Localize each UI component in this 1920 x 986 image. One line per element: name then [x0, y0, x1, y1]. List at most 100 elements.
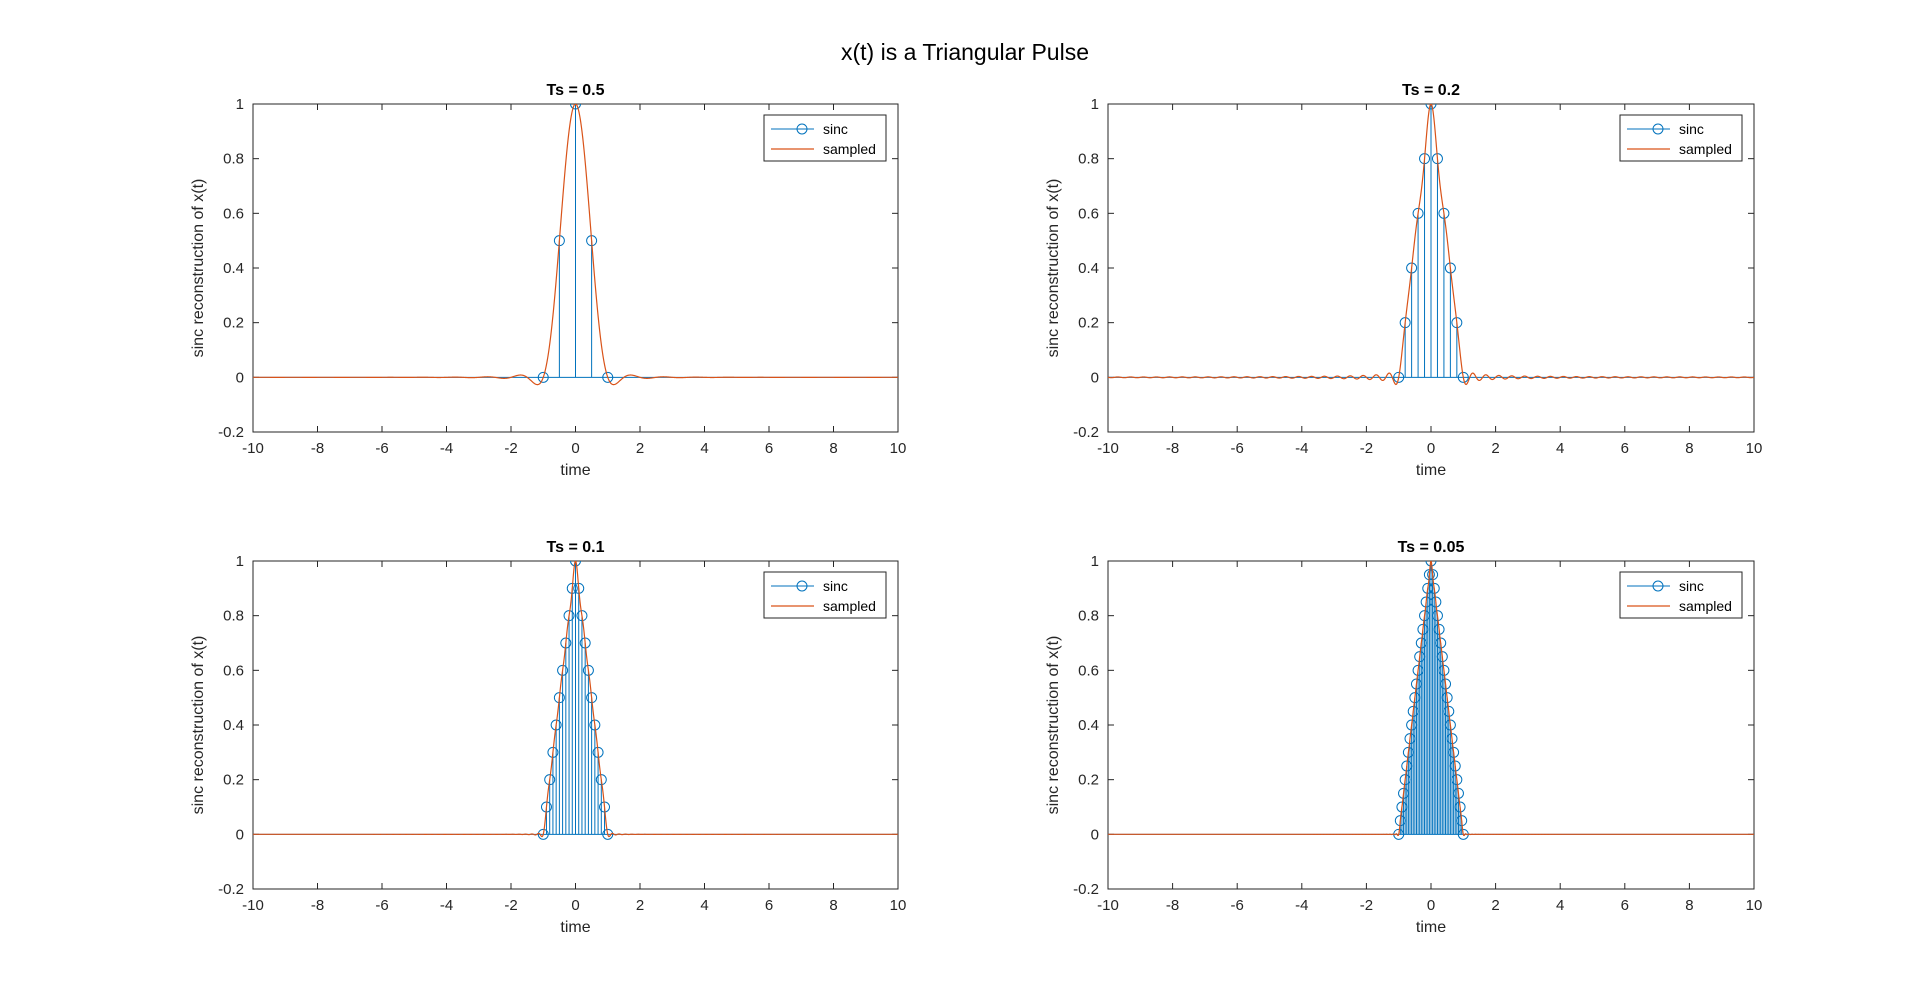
x-tick-label: 4 [700, 897, 708, 914]
y-axis-label: sinc reconstruction of x(t) [1045, 179, 1062, 358]
x-tick-label: -8 [1166, 897, 1179, 914]
x-tick-label: 6 [1621, 440, 1629, 457]
plot-area [253, 561, 898, 840]
x-tick-label: 10 [890, 897, 907, 914]
stem-marker [1451, 774, 1463, 786]
subplot-4: Ts = 0.05 -10 -8 -6 -4 -2 0 2 4 6 8 10 -0.2 0 0.2 0.4 0.… [1045, 539, 1762, 936]
x-tick-label: -6 [375, 440, 388, 457]
x-axis-label: time [1416, 919, 1446, 936]
x-tick-label: 4 [1556, 440, 1564, 457]
legend-label-sinc: sinc [1679, 578, 1704, 594]
y-tick-label: 0.6 [223, 662, 244, 679]
legend: sinc sampled [1619, 114, 1743, 162]
x-tick-label: 4 [1556, 897, 1564, 914]
legend-label-sampled: sampled [1679, 598, 1732, 614]
y-axis-label: sinc reconstruction of x(t) [1045, 636, 1062, 815]
x-tick-label: 8 [1685, 897, 1693, 914]
y-tick-label: 1 [236, 96, 244, 113]
y-tick-label: 0.8 [1078, 151, 1099, 168]
legend-label-sampled: sampled [823, 141, 876, 157]
stem-marker [1425, 561, 1437, 567]
x-tick-label: -4 [440, 897, 453, 914]
y-tick-label: 0.4 [223, 717, 244, 734]
x-tick-label: 8 [1685, 440, 1693, 457]
x-tick-label: 10 [890, 440, 907, 457]
subplot-title: Ts = 0.05 [1398, 539, 1465, 556]
y-tick-label: 1 [236, 553, 244, 570]
stem-marker [1448, 746, 1460, 758]
y-tick-label: 0.6 [1078, 662, 1099, 679]
legend-label-sampled: sampled [1679, 141, 1732, 157]
x-tick-label: 10 [1746, 440, 1763, 457]
y-tick-label: -0.2 [218, 881, 244, 898]
stem-marker [595, 774, 607, 786]
stem-marker [570, 561, 581, 567]
y-tick-label: 0.4 [1078, 260, 1099, 277]
stem-marker [1441, 692, 1453, 704]
x-tick-label: -8 [1166, 440, 1179, 457]
stem-marker [1454, 801, 1466, 813]
y-tick-label: 0.2 [223, 315, 244, 332]
x-tick-label: -4 [1295, 440, 1308, 457]
stem-marker [544, 774, 556, 786]
y-tick-label: 0.4 [1078, 717, 1099, 734]
y-tick-label: 0.2 [223, 772, 244, 789]
x-tick-label: 0 [1427, 897, 1435, 914]
legend-sinc-marker [796, 123, 808, 135]
subplot-2: Ts = 0.2 -10 -8 -6 -4 -2 0 2 4 6 8 10 -0.2 0 0.2 0.4 0.6… [1045, 82, 1762, 479]
x-tick-label: -6 [375, 897, 388, 914]
figure-title: x(t) is a Triangular Pulse [841, 39, 1089, 65]
legend-label-sinc: sinc [823, 578, 848, 594]
stem-marker [576, 610, 588, 622]
stem-marker [1435, 637, 1447, 649]
y-axis-label: sinc reconstruction of x(t) [190, 179, 207, 358]
legend-box [1619, 114, 1743, 162]
stem-marker [557, 664, 569, 676]
y-tick-label: 1 [1091, 553, 1099, 570]
x-tick-label: -2 [504, 897, 517, 914]
legend: sinc sampled [763, 571, 887, 619]
y-tick-label: 0.2 [1078, 772, 1099, 789]
x-tick-label: 10 [1746, 897, 1763, 914]
y-tick-label: 0 [236, 369, 244, 386]
stem-marker [1444, 719, 1456, 731]
y-tick-label: 0 [1091, 369, 1099, 386]
y-tick-label: 0.2 [1078, 315, 1099, 332]
y-tick-label: -0.2 [218, 424, 244, 441]
legend-sinc-marker [1652, 123, 1664, 135]
x-tick-label: 0 [1427, 440, 1435, 457]
legend-sinc-marker [1652, 580, 1664, 592]
y-tick-label: 0.4 [223, 260, 244, 277]
y-tick-label: 0.6 [223, 205, 244, 222]
x-tick-label: -10 [242, 440, 264, 457]
stem-marker [1393, 371, 1405, 383]
legend: sinc sampled [763, 114, 887, 162]
x-tick-label: 0 [571, 440, 579, 457]
plot-area [1108, 104, 1754, 386]
stem-marker [1457, 371, 1469, 383]
legend-box [763, 114, 887, 162]
y-tick-label: -0.2 [1073, 881, 1099, 898]
subplot-title: Ts = 0.5 [547, 82, 605, 99]
stem-marker [582, 664, 594, 676]
stem-marker [1428, 582, 1440, 594]
x-tick-label: 6 [765, 897, 773, 914]
x-axis-label: time [560, 462, 590, 479]
sampled-curve [253, 104, 898, 386]
subplot-title: Ts = 0.1 [547, 539, 605, 556]
x-tick-label: 6 [1621, 897, 1629, 914]
x-axis-label: time [560, 919, 590, 936]
legend-label-sampled: sampled [823, 598, 876, 614]
x-tick-label: -10 [1097, 897, 1119, 914]
x-axis-label: time [1416, 462, 1446, 479]
sampled-curve [253, 561, 898, 838]
y-tick-label: 0.8 [223, 151, 244, 168]
x-tick-label: -4 [440, 440, 453, 457]
plot-area [1108, 561, 1754, 840]
stem-marker [537, 371, 549, 383]
stem-marker [537, 828, 549, 840]
x-tick-label: 2 [1491, 440, 1499, 457]
stem-marker [1438, 207, 1450, 219]
stem-marker [602, 371, 614, 383]
